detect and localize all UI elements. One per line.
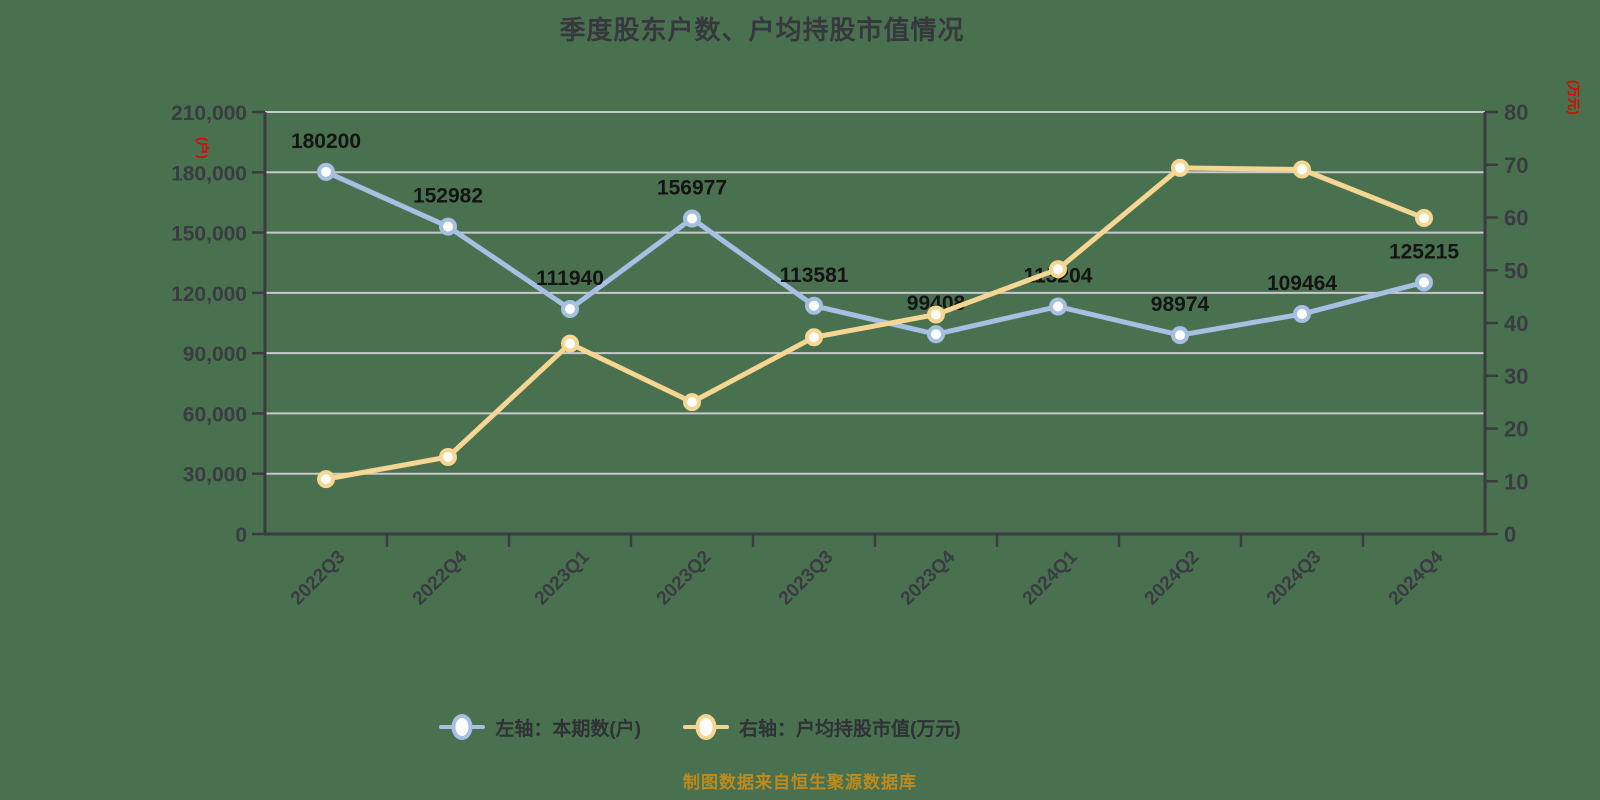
x-axis-tick-label: 2022Q4 xyxy=(409,546,472,609)
x-axis-tick-label: 2022Q3 xyxy=(287,547,350,610)
left-axis-tick-label: 90,000 xyxy=(183,343,247,366)
right-axis-tick-label: 50 xyxy=(1504,258,1528,283)
data-point-label: 152982 xyxy=(413,185,483,208)
data-point-marker[interactable] xyxy=(683,393,701,412)
x-axis-tick-label: 2024Q4 xyxy=(1385,546,1448,609)
data-point-label: 109464 xyxy=(1267,272,1337,295)
right-axis-tick-label: 0 xyxy=(1504,522,1516,547)
left-axis-tick-label: 30,000 xyxy=(183,464,247,487)
series-line-shareholder-count xyxy=(323,169,1427,338)
x-axis-tick-label: 2023Q1 xyxy=(531,546,594,609)
data-point-marker[interactable] xyxy=(683,209,701,228)
right-axis-tick-label: 40 xyxy=(1504,311,1528,336)
chart-legend: 左轴：本期数(户) 右轴：户均持股市值(万元) xyxy=(0,712,1400,742)
data-point-marker[interactable] xyxy=(1293,160,1311,179)
x-axis-tick-label: 2024Q3 xyxy=(1263,547,1326,610)
data-point-marker[interactable] xyxy=(439,217,457,236)
data-point-marker[interactable] xyxy=(1049,297,1067,316)
data-point-label: 113581 xyxy=(780,264,849,287)
data-point-marker[interactable] xyxy=(561,334,579,353)
series-line-market-value xyxy=(323,165,1427,482)
data-point-marker[interactable] xyxy=(927,305,945,324)
chart-title: 季度股东户数、户均持股市值情况 xyxy=(559,15,965,45)
data-point-marker[interactable] xyxy=(1171,158,1189,177)
data-point-marker[interactable] xyxy=(805,328,823,347)
right-axis-tick-label: 80 xyxy=(1504,100,1528,125)
data-point-label: 98974 xyxy=(1151,293,1210,316)
left-axis-tick-label: 210,000 xyxy=(171,102,247,125)
right-axis-tick-label: 10 xyxy=(1504,469,1528,494)
x-axis-tick-label: 2024Q1 xyxy=(1019,546,1082,609)
x-axis-tick-label: 2023Q3 xyxy=(775,547,838,610)
line-marker-icon xyxy=(439,712,486,742)
data-point-marker[interactable] xyxy=(1415,273,1433,292)
x-axis-tick-label: 2023Q2 xyxy=(653,547,716,610)
data-point-label: 180200 xyxy=(291,130,361,153)
left-axis-tick-label: 150,000 xyxy=(171,223,247,246)
data-point-marker[interactable] xyxy=(927,325,945,344)
x-axis-tick-label: 2024Q2 xyxy=(1141,547,1204,610)
legend-item-market-value[interactable]: 右轴：户均持股市值(万元) xyxy=(683,712,961,742)
data-source-note: 制图数据来自恒生聚源数据库 xyxy=(683,773,917,792)
x-axis-tick-label: 2023Q4 xyxy=(897,546,960,609)
data-point-marker[interactable] xyxy=(561,300,579,319)
right-axis-tick-label: 60 xyxy=(1504,206,1528,231)
left-axis-tick-label: 120,000 xyxy=(171,283,247,306)
data-point-marker[interactable] xyxy=(1171,326,1189,345)
data-point-marker[interactable] xyxy=(1415,209,1433,228)
left-axis-tick-label: 60,000 xyxy=(183,403,247,426)
right-axis-tick-label: 20 xyxy=(1504,417,1528,442)
right-axis-tick-label: 30 xyxy=(1504,364,1528,389)
data-point-marker[interactable] xyxy=(1293,305,1311,324)
left-axis-tick-label: 0 xyxy=(235,524,247,547)
legend-label: 右轴：户均持股市值(万元) xyxy=(739,718,961,740)
legend-label: 左轴：本期数(户) xyxy=(495,718,641,740)
data-point-marker[interactable] xyxy=(317,470,335,489)
data-point-label: 156977 xyxy=(657,177,727,200)
data-point-label: 125215 xyxy=(1389,240,1459,263)
legend-item-shareholder-count[interactable]: 左轴：本期数(户) xyxy=(439,712,641,742)
data-point-marker[interactable] xyxy=(805,296,823,315)
data-point-marker[interactable] xyxy=(1049,260,1067,279)
left-axis-tick-label: 180,000 xyxy=(171,162,247,185)
line-marker-icon xyxy=(683,712,729,742)
data-point-marker[interactable] xyxy=(439,447,457,466)
data-point-marker[interactable] xyxy=(317,162,335,181)
right-axis-tick-label: 70 xyxy=(1504,153,1528,178)
data-point-label: 111940 xyxy=(536,267,604,290)
